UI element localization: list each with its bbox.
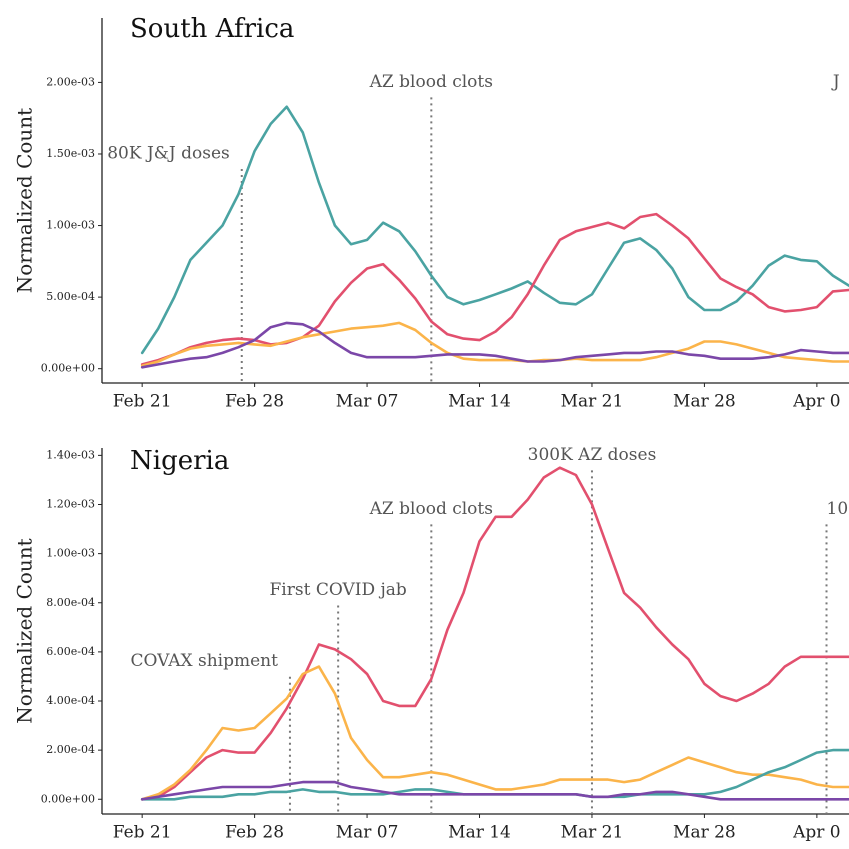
x-tick-label: Mar 07 xyxy=(336,823,399,843)
event-annotation: 80K J&J doses xyxy=(107,143,230,163)
series-group xyxy=(140,466,849,801)
series-line-red xyxy=(140,466,849,801)
x-tick-label: Apr 0 xyxy=(792,823,841,843)
event-annotation: COVAX shipment xyxy=(130,651,278,671)
y-tick-label: 1.00e-03 xyxy=(46,547,95,560)
x-tick-label: Feb 21 xyxy=(113,392,172,412)
x-tick-label: Mar 28 xyxy=(673,392,736,412)
y-tick-label: 1.40e-03 xyxy=(46,448,95,461)
event-annotation: AZ blood clots xyxy=(369,499,493,519)
y-tick-label: 2.00e-03 xyxy=(46,75,95,88)
series-line-purple xyxy=(140,780,849,801)
event-annotation: 100 xyxy=(827,499,849,519)
series-line-teal xyxy=(140,748,849,801)
chart-panel-2: Nigeria Normalized Count 0.00e+00 2.00e-04 4… xyxy=(13,445,849,843)
y-tick-label: 2.00e-04 xyxy=(46,743,95,756)
x-tick-label: Mar 21 xyxy=(561,392,624,412)
event-annotation: AZ blood clots xyxy=(369,72,493,92)
x-tick-label: Feb 28 xyxy=(225,823,284,843)
chart-panel-1: South Africa Normalized Count 0.00e+00 5.00… xyxy=(13,14,849,412)
y-axis-label: Normalized Count xyxy=(13,108,37,293)
y-axis-label: Normalized Count xyxy=(13,538,37,723)
y-tick-label: 0.00e+00 xyxy=(41,792,95,805)
event-annotation: First COVID jab xyxy=(270,580,407,600)
y-tick-label: 0.00e+00 xyxy=(41,362,95,375)
x-tick-label: Mar 28 xyxy=(673,823,736,843)
y-tick-label: 1.00e-03 xyxy=(46,219,95,232)
y-tick-label: 4.00e-04 xyxy=(46,694,95,707)
x-tick-label: Feb 28 xyxy=(225,392,284,412)
y-tick-label: 5.00e-04 xyxy=(46,290,95,303)
series-line-yellow xyxy=(140,321,849,368)
series-line-teal xyxy=(140,105,849,355)
series-line-purple xyxy=(140,321,849,369)
event-annotation: 300K AZ doses xyxy=(528,445,657,465)
y-tick-label: 8.00e-04 xyxy=(46,596,95,609)
y-tick-label: 1.20e-03 xyxy=(46,497,95,510)
chart-title: Nigeria xyxy=(130,446,229,476)
x-tick-label: Mar 21 xyxy=(561,823,624,843)
series-group xyxy=(140,105,849,369)
x-tick-label: Mar 14 xyxy=(448,823,511,843)
y-tick-label: 1.50e-03 xyxy=(46,147,95,160)
x-tick-label: Feb 21 xyxy=(113,823,172,843)
y-tick-label: 6.00e-04 xyxy=(46,645,95,658)
x-tick-label: Mar 14 xyxy=(448,392,511,412)
chart-title: South Africa xyxy=(130,14,294,44)
x-tick-label: Apr 0 xyxy=(792,392,841,412)
x-tick-label: Mar 07 xyxy=(336,392,399,412)
event-annotation: J xyxy=(831,72,840,92)
series-line-red xyxy=(140,212,849,366)
series-line-yellow xyxy=(140,665,849,801)
